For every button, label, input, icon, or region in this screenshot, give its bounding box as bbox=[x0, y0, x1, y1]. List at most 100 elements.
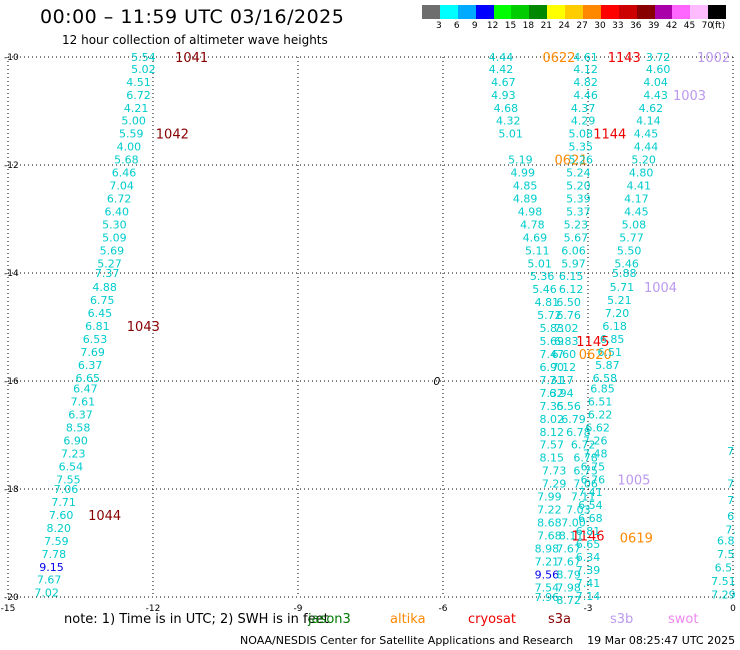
data-point-altika: 7.00 bbox=[561, 516, 586, 529]
data-point-s3a: 7.78 bbox=[42, 548, 67, 561]
data-point-s3a: 6.37 bbox=[78, 359, 103, 372]
data-point-altika: 7.11 bbox=[571, 491, 596, 504]
data-point-altika: 7.02 bbox=[554, 322, 579, 335]
data-point-jason3: 4.85 bbox=[513, 180, 538, 193]
colorbar-ticks: 3 6 9 12 15 18 21 24 27 30 33 36 39 42 45 70 (ft) bbox=[422, 21, 740, 33]
data-point-s3b: 4.43 bbox=[643, 89, 668, 102]
data-point-altika: 4.37 bbox=[571, 102, 596, 115]
data-point-jason3: 5.46 bbox=[532, 283, 557, 296]
data-point-s3a: 5.02 bbox=[131, 63, 156, 76]
y-tick-label: -12 bbox=[4, 161, 19, 171]
data-point-s3a: 7.60 bbox=[49, 509, 74, 522]
data-point-jason3: 5.36 bbox=[530, 270, 555, 283]
data-point-altika: 4.82 bbox=[573, 76, 598, 89]
data-point-altika: 5.39 bbox=[566, 192, 591, 205]
data-point-s3a: 6.72 bbox=[107, 192, 132, 205]
data-point-jason3: 4.93 bbox=[491, 89, 516, 102]
data-point-s3a: 5.59 bbox=[119, 128, 144, 141]
data-point-altika: 5.35 bbox=[569, 141, 594, 154]
data-point-altika: 7.67 bbox=[556, 542, 581, 555]
y-tick-label: -10 bbox=[4, 53, 19, 63]
data-point-altika: 5.26 bbox=[569, 154, 594, 167]
data-point-altika: 7.98 bbox=[556, 581, 581, 594]
pass-label: 1043 bbox=[127, 320, 160, 335]
data-point-jason3: 5.72 bbox=[537, 309, 562, 322]
data-point-s3b: 5.20 bbox=[631, 154, 656, 167]
satellite-legend-altika: altika bbox=[390, 612, 426, 627]
pass-label: 0619 bbox=[620, 532, 653, 547]
data-point-altika: 7.17 bbox=[549, 374, 574, 387]
data-point-s3b: 4.80 bbox=[629, 167, 654, 180]
pass-label: 0622 bbox=[542, 51, 575, 66]
data-point-s3a: 5.68 bbox=[114, 154, 139, 167]
center-marker: 0 bbox=[433, 375, 440, 388]
colorbar-swatch bbox=[565, 5, 584, 19]
colorbar-tick-label: (ft) bbox=[711, 21, 726, 31]
colorbar-tick-label: 15 bbox=[504, 21, 517, 31]
colorbar-swatch bbox=[475, 5, 494, 19]
data-point-altika: 6.78 bbox=[566, 426, 591, 439]
page-title: 00:00 – 11:59 UTC 03/16/2025 bbox=[40, 6, 345, 28]
satellite-legend-jason3: jason3 bbox=[308, 612, 351, 627]
data-point-jason3: 5.19 bbox=[508, 154, 533, 167]
data-point-s3a: 8.20 bbox=[47, 522, 72, 535]
data-point-jason3: 5.83 bbox=[540, 322, 565, 335]
data-point-s3b: 5.77 bbox=[619, 231, 644, 244]
data-point-swot: 7.29 bbox=[711, 588, 736, 601]
data-point-s3b: 7.48 bbox=[583, 447, 608, 460]
pass-label: 1041 bbox=[175, 51, 208, 66]
data-point-s3b: 5.71 bbox=[610, 281, 635, 294]
data-point-altika: 6.56 bbox=[556, 400, 581, 413]
colorbar-tick-label: 12 bbox=[486, 21, 499, 31]
data-point-altika: 8.11 bbox=[559, 529, 584, 542]
data-point-s3a: 6.90 bbox=[63, 434, 88, 447]
satellite-legend-cryosat: cryosat bbox=[468, 612, 516, 627]
x-tick-label: 0 bbox=[730, 604, 736, 614]
data-point-jason3: 7.31 bbox=[540, 374, 565, 387]
data-point-jason3: 4.42 bbox=[489, 63, 514, 76]
pass-label: 1044 bbox=[88, 509, 121, 524]
data-point-s3b: 7.39 bbox=[576, 564, 601, 577]
colorbar-swatch bbox=[439, 5, 458, 19]
x-tick-label: -6 bbox=[439, 604, 448, 614]
data-point-jason3: 4.32 bbox=[496, 115, 521, 128]
data-point-jason3: 7.68 bbox=[537, 529, 562, 542]
data-point-altika: 6.50 bbox=[556, 296, 581, 309]
data-point-s3b: 4.44 bbox=[634, 141, 659, 154]
data-point-s3b: 6.58 bbox=[593, 372, 618, 385]
data-point-swot: 7 bbox=[727, 494, 734, 507]
data-point-swot: 6 bbox=[727, 510, 734, 523]
footer-credit: NOAA/NESDIS Center for Satellite Applica… bbox=[240, 634, 735, 647]
data-point-s3a: 7.71 bbox=[51, 496, 76, 509]
data-point-altika: 7.12 bbox=[552, 361, 577, 374]
x-tick-label: -15 bbox=[1, 604, 16, 614]
colorbar-swatch bbox=[457, 5, 476, 19]
data-point-s3b: 4.62 bbox=[639, 102, 664, 115]
colorbar-legend bbox=[422, 5, 727, 19]
credit-timestamp: 19 Mar 08:25:47 UTC 2025 bbox=[587, 634, 736, 647]
data-point-s3a: 7.04 bbox=[109, 180, 134, 193]
data-point-swot: 7 bbox=[727, 478, 734, 491]
data-point-s3b: 7.41 bbox=[576, 577, 601, 590]
data-point-s3b: 6.51 bbox=[588, 396, 613, 409]
data-point-s3a: 7.61 bbox=[71, 396, 96, 409]
data-point-jason3: 5.01 bbox=[498, 128, 523, 141]
data-point-s3b: 7.41 bbox=[578, 486, 603, 499]
data-point-s3b: 6.75 bbox=[581, 460, 606, 473]
data-point-altika: 6.94 bbox=[549, 387, 574, 400]
data-point-s3b: 4.04 bbox=[643, 76, 668, 89]
data-point-s3b: 6.65 bbox=[576, 538, 601, 551]
colorbar-swatch bbox=[618, 5, 637, 19]
data-point-s3a: 6.45 bbox=[88, 307, 113, 320]
page-subtitle: 12 hour collection of altimeter wave hei… bbox=[62, 33, 328, 47]
pass-label: 1146 bbox=[571, 529, 604, 544]
data-point-jason3: 7.47 bbox=[540, 348, 565, 361]
credit-text: NOAA/NESDIS Center for Satellite Applica… bbox=[240, 634, 574, 647]
data-point-jason3: 7.73 bbox=[542, 465, 567, 478]
data-point-s3a: 6.40 bbox=[105, 205, 130, 218]
pass-label: 1005 bbox=[617, 473, 650, 488]
y-tick-label: -14 bbox=[4, 269, 19, 279]
data-point-jason3: 7.29 bbox=[542, 478, 567, 491]
data-point-altika: 5.24 bbox=[566, 167, 591, 180]
